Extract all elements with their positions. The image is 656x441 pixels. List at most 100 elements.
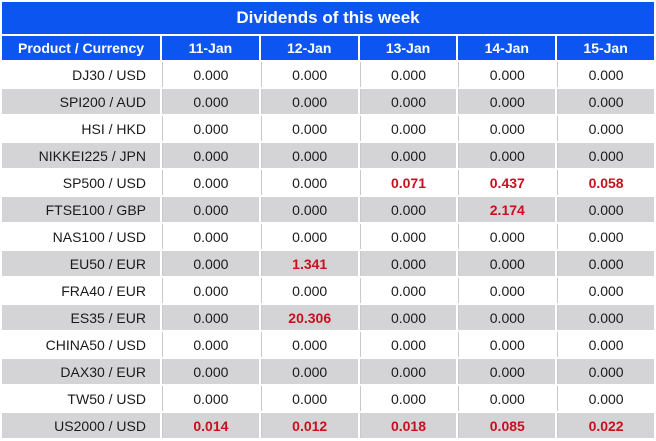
dividend-value-cell: 0.000 [162,305,259,330]
dividend-value-cell: 0.000 [260,224,358,249]
dividend-value-cell: 2.174 [458,197,556,222]
product-cell: FTSE100 / GBP [2,197,160,222]
table-row: US2000 / USD 0.014 0.012 0.018 0.085 0.022 [2,413,654,438]
dividend-value-cell: 0.000 [162,89,259,114]
dividend-value-cell: 0.000 [359,62,457,87]
dividend-value-cell: 0.000 [458,305,556,330]
dividend-value-cell: 0.000 [359,359,457,384]
dividend-value-cell: 0.000 [162,386,259,411]
product-cell: SP500 / USD [2,170,160,195]
dividend-value-cell: 0.014 [162,413,259,438]
table-row: CHINA50 / USD 0.000 0.000 0.000 0.000 0.000 [2,332,654,357]
dividend-value-cell: 0.000 [162,359,259,384]
dividend-value-cell: 0.000 [557,278,654,303]
date-column-header: 15-Jan [557,36,654,60]
dividend-value-cell: 0.000 [162,251,259,276]
dividend-value-cell: 0.000 [458,251,556,276]
dividend-value-cell: 0.437 [458,170,556,195]
dividend-value-cell: 0.000 [557,197,654,222]
column-header-row: Product / Currency 11-Jan 12-Jan 13-Jan 14-J… [2,36,654,60]
product-cell: EU50 / EUR [2,251,160,276]
dividend-value-cell: 0.000 [162,278,259,303]
table-row: FRA40 / EUR 0.000 0.000 0.000 0.000 0.000 [2,278,654,303]
date-column-header: 14-Jan [458,36,556,60]
dividend-value-cell: 0.000 [557,116,654,141]
table-row: TW50 / USD 0.000 0.000 0.000 0.000 0.000 [2,386,654,411]
dividend-value-cell: 0.000 [260,386,358,411]
table-row: FTSE100 / GBP 0.000 0.000 0.000 2.174 0.000 [2,197,654,222]
dividend-value-cell: 0.000 [557,224,654,249]
dividend-value-cell: 0.000 [557,359,654,384]
table-row: DJ30 / USD 0.000 0.000 0.000 0.000 0.000 [2,62,654,87]
dividend-value-cell: 0.000 [557,332,654,357]
dividend-value-cell: 0.000 [162,62,259,87]
product-cell: DAX30 / EUR [2,359,160,384]
product-cell: DJ30 / USD [2,62,160,87]
dividend-value-cell: 0.000 [359,143,457,168]
dividend-value-cell: 0.000 [359,251,457,276]
dividend-value-cell: 0.085 [458,413,556,438]
product-column-header: Product / Currency [2,36,160,60]
date-column-header: 12-Jan [260,36,358,60]
table-header: Dividends of this week Product / Currenc… [2,2,654,60]
table-body: DJ30 / USD 0.000 0.000 0.000 0.000 0.000 SPI20… [2,62,654,438]
dividend-value-cell: 0.000 [162,143,259,168]
table-row: ES35 / EUR 0.000 20.306 0.000 0.000 0.000 [2,305,654,330]
date-column-header: 11-Jan [162,36,259,60]
table-title: Dividends of this week [2,2,654,34]
date-column-header: 13-Jan [359,36,457,60]
product-cell: FRA40 / EUR [2,278,160,303]
product-cell: NIKKEI225 / JPN [2,143,160,168]
dividend-value-cell: 1.341 [260,251,358,276]
dividend-value-cell: 0.000 [557,143,654,168]
dividend-value-cell: 0.000 [260,62,358,87]
dividend-value-cell: 0.000 [162,332,259,357]
dividend-value-cell: 0.022 [557,413,654,438]
dividend-value-cell: 0.000 [162,116,259,141]
dividend-value-cell: 0.000 [260,116,358,141]
product-cell: CHINA50 / USD [2,332,160,357]
dividend-value-cell: 0.000 [458,143,556,168]
dividend-value-cell: 0.000 [359,386,457,411]
table-row: SPI200 / AUD 0.000 0.000 0.000 0.000 0.000 [2,89,654,114]
dividend-value-cell: 0.000 [260,89,358,114]
title-row: Dividends of this week [2,2,654,34]
dividend-value-cell: 0.000 [557,386,654,411]
table-row: NIKKEI225 / JPN 0.000 0.000 0.000 0.000 0.000 [2,143,654,168]
table-row: SP500 / USD 0.000 0.000 0.071 0.437 0.058 [2,170,654,195]
dividend-value-cell: 0.000 [162,197,259,222]
dividend-value-cell: 0.000 [260,278,358,303]
dividend-value-cell: 0.000 [458,62,556,87]
dividend-value-cell: 0.000 [359,332,457,357]
product-cell: NAS100 / USD [2,224,160,249]
table-row: DAX30 / EUR 0.000 0.000 0.000 0.000 0.000 [2,359,654,384]
dividend-value-cell: 0.000 [162,224,259,249]
dividend-value-cell: 0.000 [260,197,358,222]
dividend-value-cell: 0.000 [260,170,358,195]
dividend-value-cell: 0.000 [359,278,457,303]
dividend-value-cell: 0.000 [557,62,654,87]
product-cell: TW50 / USD [2,386,160,411]
product-cell: ES35 / EUR [2,305,160,330]
dividend-value-cell: 0.000 [557,251,654,276]
dividend-value-cell: 0.000 [557,89,654,114]
dividend-value-cell: 0.018 [359,413,457,438]
dividend-value-cell: 0.000 [359,116,457,141]
table-row: NAS100 / USD 0.000 0.000 0.000 0.000 0.000 [2,224,654,249]
dividend-value-cell: 0.000 [458,359,556,384]
dividend-value-cell: 0.000 [458,89,556,114]
dividend-value-cell: 0.000 [458,386,556,411]
dividend-value-cell: 0.000 [162,170,259,195]
dividend-value-cell: 0.000 [260,332,358,357]
product-cell: SPI200 / AUD [2,89,160,114]
dividend-value-cell: 0.000 [359,197,457,222]
dividend-value-cell: 0.000 [359,305,457,330]
dividend-value-cell: 0.000 [458,224,556,249]
product-cell: HSI / HKD [2,116,160,141]
dividend-value-cell: 0.000 [260,359,358,384]
dividend-value-cell: 0.000 [458,116,556,141]
table-row: HSI / HKD 0.000 0.000 0.000 0.000 0.000 [2,116,654,141]
dividend-value-cell: 20.306 [260,305,358,330]
